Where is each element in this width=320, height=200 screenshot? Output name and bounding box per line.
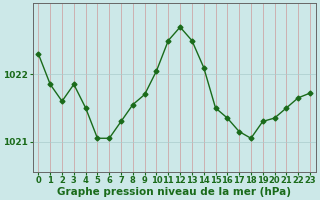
X-axis label: Graphe pression niveau de la mer (hPa): Graphe pression niveau de la mer (hPa) xyxy=(57,187,291,197)
